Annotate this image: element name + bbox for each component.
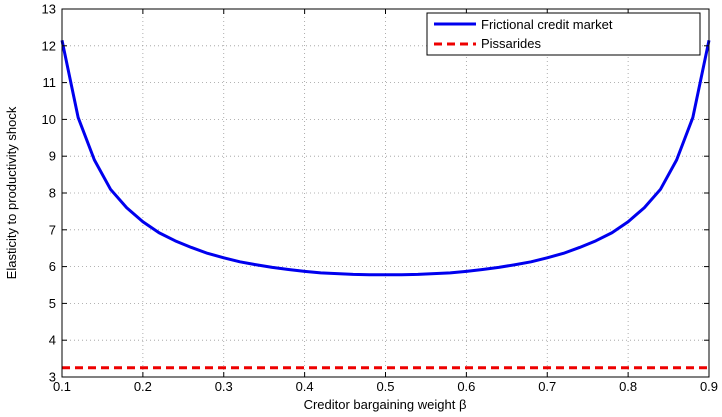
- legend-label-frictional: Frictional credit market: [481, 17, 613, 32]
- x-tick-label: 0.2: [134, 379, 152, 394]
- tick-labels: 0.1 0.2 0.3 0.4 0.5 0.6 0.7 0.8 0.9 3 4 5 6 7 8 9 10 11 12…: [42, 2, 719, 395]
- ticks: [61, 8, 710, 378]
- y-axis-label: Elasticity to productivity shock: [4, 106, 19, 279]
- x-tick-label: 0.7: [538, 379, 556, 394]
- y-tick-label: 6: [49, 259, 56, 274]
- legend-box: [426, 12, 701, 56]
- x-tick-label: 0.4: [296, 379, 314, 394]
- y-tick-label: 7: [49, 222, 56, 237]
- legend-label-pissarides: Pissarides: [481, 36, 541, 51]
- x-tick-label: 0.5: [376, 379, 394, 394]
- series-layer: [60, 39, 711, 370]
- y-tick-label: 8: [49, 186, 56, 201]
- y-tick-label: 9: [49, 149, 56, 164]
- grid: [62, 9, 709, 377]
- legend: Frictional credit market Pissarides: [426, 12, 701, 56]
- x-axis-label: Creditor bargaining weight β: [304, 397, 467, 412]
- y-tick-label: 12: [42, 38, 56, 53]
- y-tick-label: 3: [49, 370, 56, 385]
- y-tick-label: 10: [42, 112, 56, 127]
- x-tick-label: 0.1: [53, 379, 71, 394]
- x-tick-label: 0.3: [215, 379, 233, 394]
- y-tick-label: 4: [49, 333, 56, 348]
- x-tick-label: 0.9: [700, 379, 718, 394]
- y-tick-label: 13: [42, 2, 56, 17]
- y-tick-label: 11: [43, 75, 57, 90]
- x-tick-label: 0.6: [457, 379, 475, 394]
- x-tick-label: 0.8: [619, 379, 637, 394]
- y-tick-label: 5: [49, 296, 56, 311]
- series-line-frictional: [60, 39, 711, 277]
